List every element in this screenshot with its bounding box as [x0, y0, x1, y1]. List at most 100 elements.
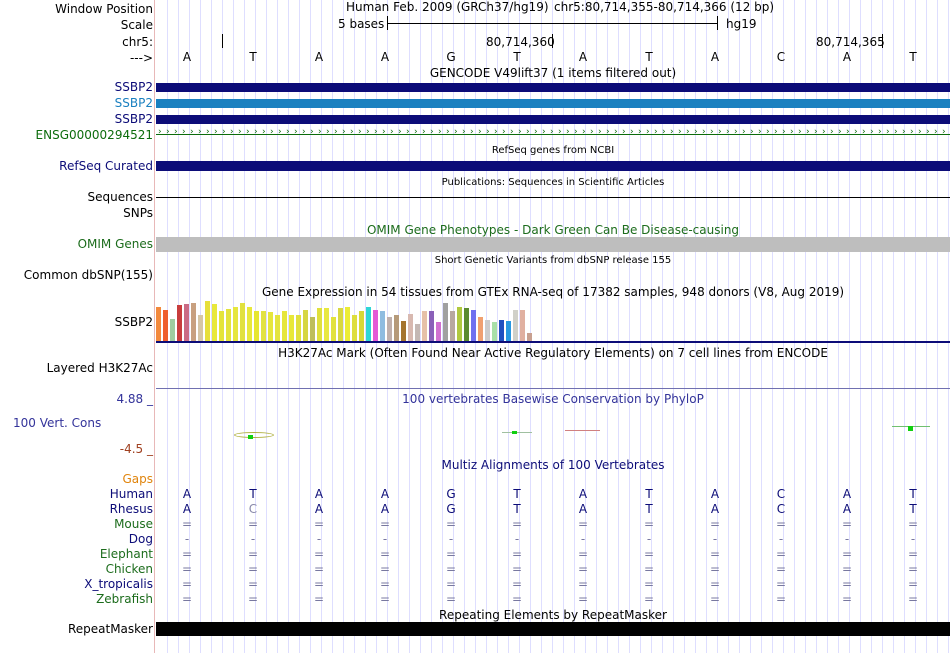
gtex-tissue-bar[interactable] [443, 303, 448, 341]
gaps-label[interactable]: Gaps [122, 472, 153, 486]
omim-label[interactable]: OMIM Genes [77, 237, 153, 251]
species-label[interactable]: Elephant [99, 547, 153, 561]
repeatmasker-bar[interactable] [156, 622, 950, 636]
gtex-tissue-bar[interactable] [492, 322, 497, 341]
gtex-tissue-bar[interactable] [191, 303, 196, 341]
gtex-tissue-bar[interactable] [233, 307, 238, 341]
gtex-tissue-bar[interactable] [324, 308, 329, 341]
gtex-tissue-bar[interactable] [499, 320, 504, 341]
gtex-tissue-bar[interactable] [429, 311, 434, 341]
species-label[interactable]: Mouse [114, 517, 153, 531]
ensg-gene-line[interactable] [156, 134, 950, 135]
gtex-tissue-bar[interactable] [184, 304, 189, 341]
gtex-tissue-bar[interactable] [394, 315, 399, 341]
window-position[interactable]: chr5:80,714,355-80,714,366 (12 bp) [554, 0, 775, 14]
gencode-item-label[interactable]: SSBP2 [114, 80, 153, 94]
h3k27-label[interactable]: Layered H3K27Ac [46, 361, 153, 375]
gtex-tissue-bar[interactable] [373, 310, 378, 341]
gtex-tissue-bar[interactable] [212, 304, 217, 341]
gtex-tissue-bar[interactable] [415, 324, 420, 341]
gtex-tissue-bar[interactable] [296, 315, 301, 341]
gridline [794, 0, 795, 653]
gtex-tissue-bar[interactable] [387, 317, 392, 341]
strand-arrow-icon: › [278, 127, 282, 137]
gtex-tissue-bar[interactable] [513, 310, 518, 341]
gtex-tissue-bar[interactable] [464, 308, 469, 341]
gtex-tissue-bar[interactable] [359, 311, 364, 341]
gtex-tissue-bar[interactable] [198, 315, 203, 341]
omim-gene-bar[interactable] [156, 237, 950, 252]
gtex-tissue-bar[interactable] [282, 311, 287, 341]
pubs-track-title[interactable]: Publications: Sequences in Scientific Ar… [441, 177, 665, 188]
snps-label[interactable]: SNPs [123, 206, 153, 220]
sequences-label[interactable]: Sequences [87, 190, 153, 204]
gencode-gene-bar[interactable] [156, 99, 950, 108]
gtex-tissue-bar[interactable] [422, 311, 427, 341]
gencode-gene-bar[interactable] [156, 115, 950, 124]
dbsnp-label[interactable]: Common dbSNP(155) [23, 268, 153, 282]
gtex-tissue-bar[interactable] [471, 310, 476, 341]
gtex-tissue-bar[interactable] [345, 307, 350, 341]
gtex-tissue-bar[interactable] [254, 311, 259, 341]
gencode-track-title[interactable]: GENCODE V49lift37 (1 items filtered out) [429, 66, 677, 80]
species-label[interactable]: Chicken [105, 562, 153, 576]
refseq-gene-bar[interactable] [156, 161, 950, 171]
refseq-label[interactable]: RefSeq Curated [59, 159, 153, 173]
gtex-tissue-bar[interactable] [380, 311, 385, 341]
species-label[interactable]: Human [109, 487, 153, 501]
gtex-tissue-bar[interactable] [485, 320, 490, 341]
species-label[interactable]: Rhesus [109, 502, 153, 516]
gtex-bar-chart[interactable] [156, 300, 556, 341]
h3k27-track-title[interactable]: H3K27Ac Mark (Often Found Near Active Re… [278, 346, 828, 360]
gtex-tissue-bar[interactable] [268, 312, 273, 341]
gencode-item-label[interactable]: SSBP2 [114, 112, 153, 126]
alignment-base: A [314, 502, 324, 516]
gtex-tissue-bar[interactable] [310, 317, 315, 341]
gtex-tissue-bar[interactable] [289, 315, 294, 341]
gtex-tissue-bar[interactable] [240, 303, 245, 341]
repeat-track-title[interactable]: Repeating Elements by RepeatMasker [439, 608, 667, 622]
gtex-tissue-bar[interactable] [478, 317, 483, 341]
gtex-tissue-bar[interactable] [170, 319, 175, 341]
gtex-tissue-bar[interactable] [527, 333, 532, 341]
gtex-tissue-bar[interactable] [436, 322, 441, 341]
gencode-gene-bar[interactable] [156, 83, 950, 92]
gtex-tissue-bar[interactable] [163, 310, 168, 341]
alignment-base: A [314, 487, 324, 501]
species-label[interactable]: Zebrafish [96, 592, 153, 606]
gtex-tissue-bar[interactable] [317, 308, 322, 341]
gtex-tissue-bar[interactable] [520, 310, 525, 341]
multiz-track-title[interactable]: Multiz Alignments of 100 Vertebrates [441, 458, 665, 472]
gtex-track-title[interactable]: Gene Expression in 54 tissues from GTEx … [261, 285, 845, 299]
species-label[interactable]: Dog [128, 532, 153, 546]
alignment-base: = [577, 577, 589, 591]
gtex-tissue-bar[interactable] [506, 321, 511, 341]
repeat-label[interactable]: RepeatMasker [67, 622, 153, 636]
species-label[interactable]: X_tropicalis [84, 577, 153, 591]
gtex-tissue-bar[interactable] [401, 321, 406, 341]
omim-track-title[interactable]: OMIM Gene Phenotypes - Dark Green Can Be… [366, 223, 740, 237]
phylop-track-title[interactable]: 100 vertebrates Basewise Conservation by… [402, 392, 704, 406]
gtex-tissue-bar[interactable] [450, 311, 455, 341]
gtex-tissue-bar[interactable] [177, 305, 182, 341]
gtex-tissue-bar[interactable] [408, 314, 413, 341]
gtex-tissue-bar[interactable] [219, 311, 224, 341]
gtex-tissue-bar[interactable] [366, 307, 371, 341]
gencode-item-label[interactable]: ENSG00000294521 [35, 128, 153, 142]
gtex-label[interactable]: SSBP2 [114, 315, 153, 329]
refseq-track-title[interactable]: RefSeq genes from NCBI [491, 145, 615, 156]
phylop-label[interactable]: 100 Vert. Cons [13, 416, 102, 430]
gtex-tissue-bar[interactable] [261, 311, 266, 341]
gencode-item-label[interactable]: SSBP2 [114, 96, 153, 110]
gtex-tissue-bar[interactable] [352, 315, 357, 341]
gtex-tissue-bar[interactable] [205, 301, 210, 341]
gtex-tissue-bar[interactable] [247, 307, 252, 341]
gtex-tissue-bar[interactable] [156, 307, 161, 341]
gtex-tissue-bar[interactable] [226, 309, 231, 341]
gtex-tissue-bar[interactable] [338, 308, 343, 341]
gtex-tissue-bar[interactable] [331, 317, 336, 341]
gtex-tissue-bar[interactable] [275, 315, 280, 341]
dbsnp-track-title[interactable]: Short Genetic Variants from dbSNP releas… [434, 255, 672, 266]
gtex-tissue-bar[interactable] [457, 307, 462, 341]
gtex-tissue-bar[interactable] [303, 310, 308, 341]
